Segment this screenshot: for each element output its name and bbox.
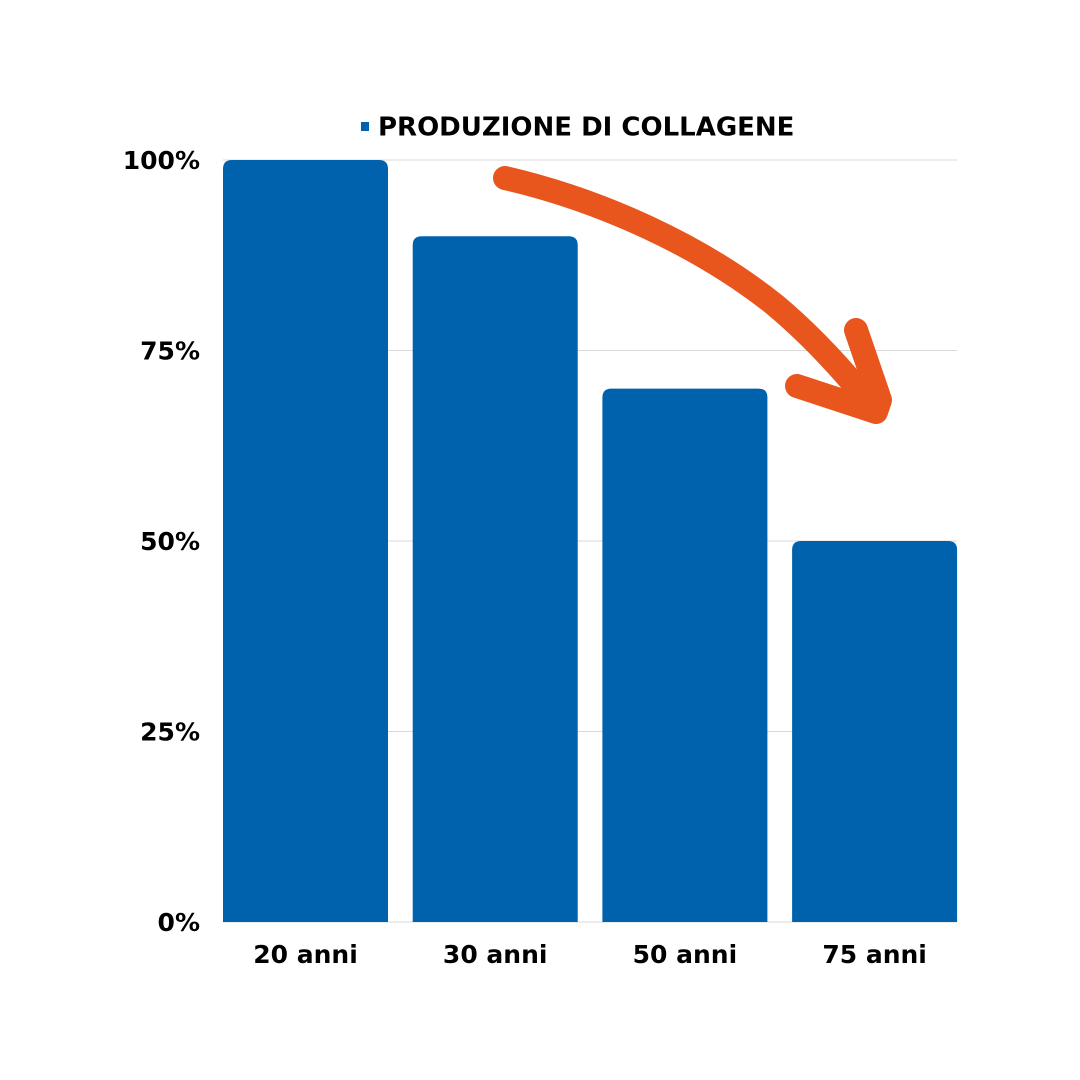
y-tick-label: 75% [140,337,200,366]
y-tick-label: 25% [140,718,200,747]
legend-label: PRODUZIONE DI COLLAGENE [378,113,794,143]
x-tick-label: 20 anni [253,940,358,969]
x-tick-label: 75 anni [822,940,927,969]
legend-swatch [361,122,369,131]
bar [223,160,388,922]
bars [223,160,958,923]
x-tick-label: 30 anni [443,940,548,969]
bar [792,541,958,922]
y-tick-label: 0% [158,908,200,937]
x-tick-label: 50 anni [633,940,738,969]
y-tick-label: 50% [140,527,200,556]
arrow-head [785,318,892,424]
y-tick-label: 100% [123,146,200,175]
trend-arrow [493,166,892,424]
bar [412,236,578,922]
arrow-shaft [493,166,887,422]
bar [602,388,768,923]
